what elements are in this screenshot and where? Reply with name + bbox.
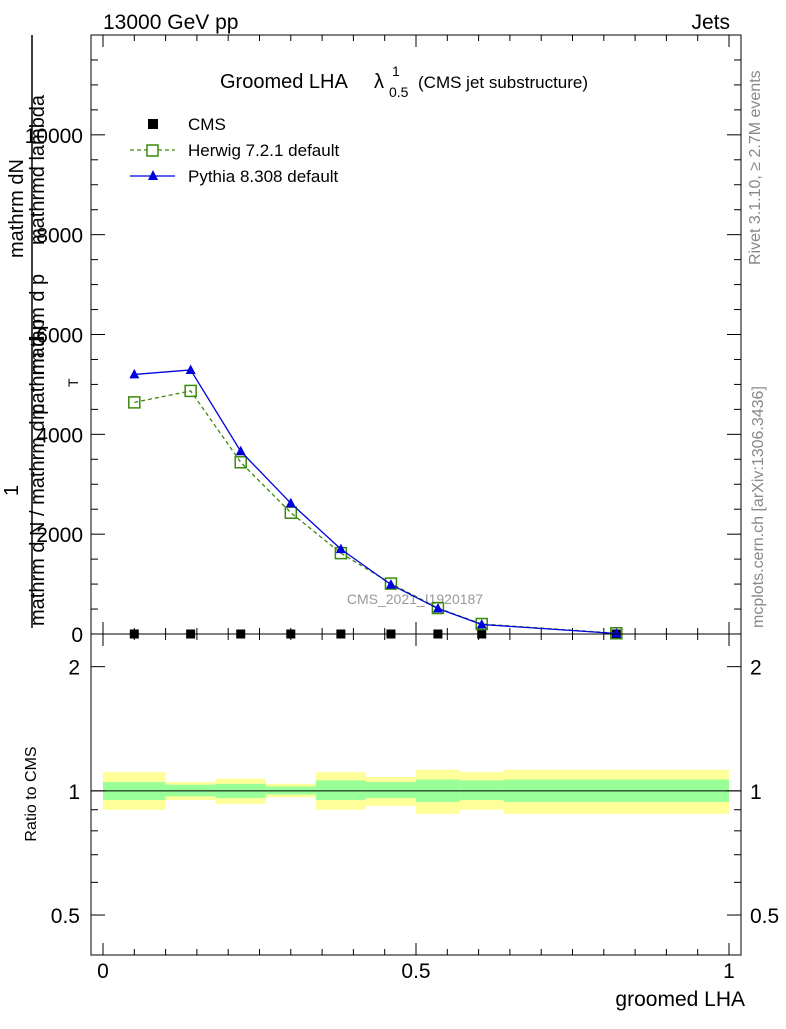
herwig-point [128, 396, 141, 409]
main-ytick-label: 4000 [36, 424, 83, 447]
ratio-axis-ticks [91, 634, 741, 956]
main-ylabel: mathrm dN mathrmd lambda mathrm d p math… [1, 35, 81, 628]
ratio-ytick-label-right: 2 [750, 657, 762, 680]
ratio-band-inner [365, 782, 416, 799]
ratio-y-tick-labels: 0.5 0.5 1 1 2 2 [51, 657, 779, 928]
ratio-x-tick-labels: 0 0.5 1 [97, 960, 735, 983]
title-main: Groomed LHA [220, 71, 348, 93]
ylabel-right: mathrmd lambda [27, 94, 49, 245]
ratio-ytick-label-right: 0.5 [750, 905, 779, 928]
pythia-point [476, 619, 487, 629]
title-sub: 0.5 [389, 84, 409, 100]
pythia-point [432, 603, 443, 613]
legend-cms-marker [148, 119, 158, 129]
herwig-point [384, 577, 398, 590]
pythia-point [185, 364, 196, 374]
ylabel-num: mathrm dN [6, 159, 28, 258]
pythia-point [335, 543, 346, 554]
main-ytick-label: 10000 [25, 125, 83, 148]
ylabel-sub: T [65, 378, 81, 387]
pythia-point [129, 368, 140, 379]
legend-herwig-marker [146, 144, 159, 157]
title-sup: 1 [392, 63, 400, 79]
x-tick-label: 0 [97, 960, 109, 983]
x-tick-label: 1 [723, 960, 735, 983]
x-axis-label: groomed LHA [615, 988, 745, 1011]
pythia-point [235, 445, 246, 456]
legend-cms-label: CMS [188, 115, 226, 134]
legend-pythia-marker [148, 170, 158, 180]
main-ytick-label: 6000 [36, 325, 83, 348]
ratio-ylabel: Ratio to CMS [23, 746, 40, 841]
ratio-band-inner [315, 780, 366, 801]
main-ytick-label: 0 [71, 624, 83, 647]
ratio-bands-group [103, 769, 729, 814]
ratio-ytick-label-right: 1 [750, 781, 762, 804]
legend: CMS Herwig 7.2.1 default Pythia 8.308 de… [130, 115, 339, 186]
main-ytick-label: 8000 [36, 225, 83, 248]
x-tick-label: 0.5 [401, 960, 430, 983]
title-note: (CMS jet substructure) [418, 73, 588, 92]
ylabel-prefix: 1 [1, 485, 23, 496]
pythia-point [611, 628, 622, 638]
ratio-band-inner [459, 780, 504, 801]
rivet-note: Rivet 3.1.10, ≥ 2.7M events [747, 70, 764, 265]
main-y-tick-labels: 0 2000 4000 6000 8000 10000 [25, 125, 83, 647]
herwig-point [234, 456, 247, 469]
herwig-point [431, 601, 445, 615]
pythia-point [285, 497, 296, 508]
pythia-point [385, 579, 396, 589]
title-lambda: λ [374, 71, 384, 93]
header-right: Jets [691, 11, 730, 34]
legend-herwig-label: Herwig 7.2.1 default [188, 141, 339, 160]
main-series-group [128, 364, 623, 640]
header-left: 13000 GeV pp [103, 11, 238, 34]
herwig-point [184, 384, 197, 398]
mcplots-note: mcplots.cern.ch [arXiv:1306.3436] [750, 386, 767, 628]
main-ytick-label: 2000 [36, 524, 83, 547]
legend-pythia-label: Pythia 8.308 default [188, 167, 339, 186]
ratio-ytick-label-left: 2 [68, 657, 80, 680]
ratio-ytick-label-left: 0.5 [51, 905, 80, 928]
herwig-point [475, 617, 488, 631]
watermark: CMS_2021_I1920187 [347, 591, 483, 607]
ylabel-den: mathrm d N / mathrm d p [27, 404, 49, 626]
chart-title: Groomed LHA λ 1 0.5 (CMS jet substructur… [220, 63, 588, 100]
ratio-ytick-label-left: 1 [68, 781, 80, 804]
